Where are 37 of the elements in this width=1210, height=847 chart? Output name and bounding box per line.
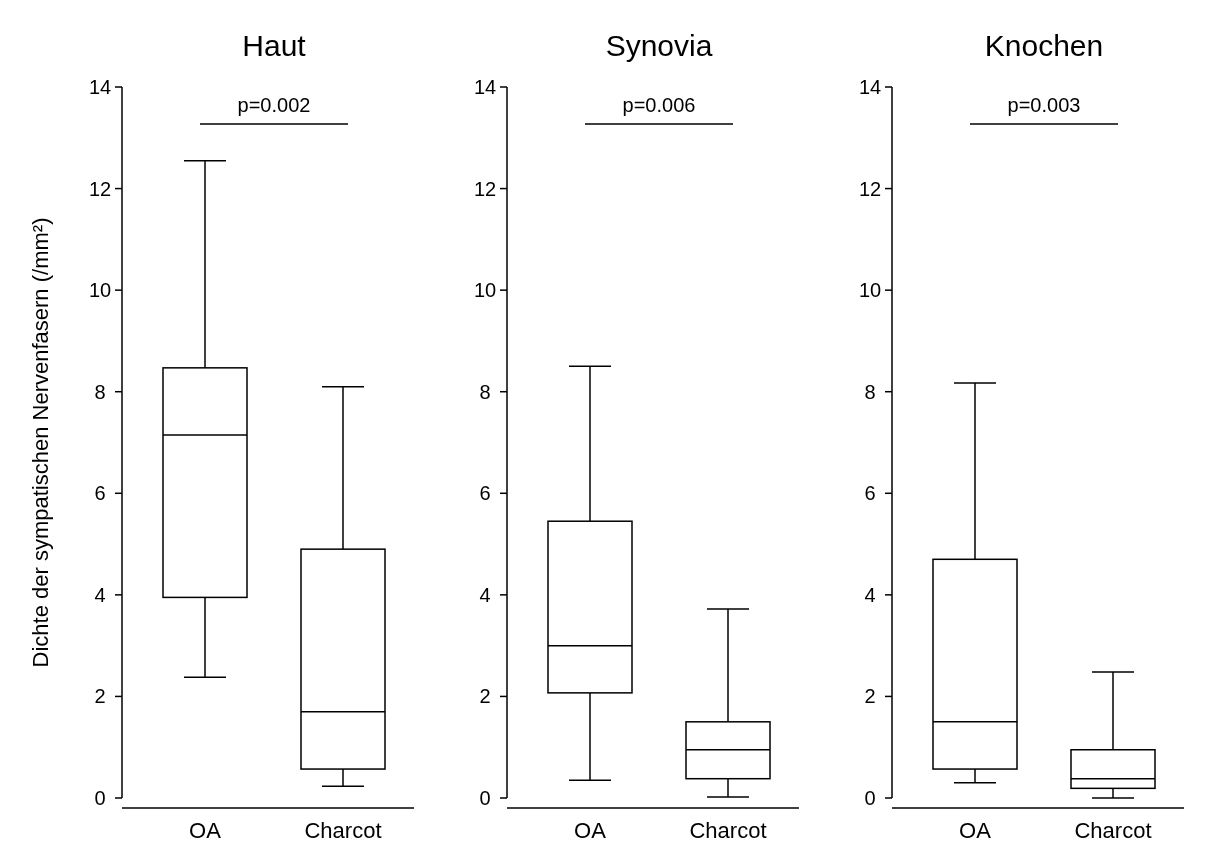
y-tick-label: 8	[864, 380, 876, 403]
y-tick-label: 0	[479, 787, 491, 809]
x-tick-label: OA	[189, 818, 222, 843]
x-tick-label: Charcot	[1074, 818, 1152, 843]
annotation: p=0.002	[237, 94, 311, 116]
y-tick-label: 0	[94, 787, 106, 809]
chart-title: Synovia	[605, 29, 713, 62]
y-tick-label: 10	[473, 279, 497, 302]
y-tick-label: 12	[88, 177, 112, 200]
y-tick-label: 8	[94, 380, 106, 403]
y-tick-label: 4	[864, 583, 876, 606]
chart-title: Haut	[242, 29, 307, 62]
y-tick-label: 0	[864, 787, 876, 809]
x-tick-label: OA	[959, 818, 992, 843]
annotation: p=0.003	[1007, 94, 1081, 116]
y-tick-label: 6	[864, 482, 876, 505]
y-tick-label: 6	[479, 482, 491, 505]
y-tick-label: 12	[858, 177, 882, 200]
y-tick-label: 8	[479, 380, 491, 403]
y-tick-label: 2	[94, 685, 106, 708]
x-tick-label: OA	[574, 818, 607, 843]
x-tick-label: Charcot	[304, 818, 382, 843]
y-tick-label: 14	[858, 76, 882, 98]
y-tick-label: 14	[473, 76, 497, 98]
x-tick-label: Charcot	[689, 818, 767, 843]
y-tick-label: 12	[473, 177, 497, 200]
y-tick-label: 4	[94, 583, 106, 606]
y-tick-label: 2	[864, 685, 876, 708]
y-tick-label: 10	[858, 279, 882, 302]
y-tick-label: 4	[479, 583, 491, 606]
annotation: p=0.006	[622, 94, 696, 116]
y-axis-title: Dichte der sympatischen Nervenfasern (/mm²)	[28, 217, 53, 668]
chart-title: Knochen	[984, 29, 1104, 62]
y-tick-label: 10	[88, 279, 112, 302]
y-tick-label: 2	[479, 685, 491, 708]
y-tick-label: 14	[88, 76, 112, 98]
y-tick-label: 6	[94, 482, 106, 505]
